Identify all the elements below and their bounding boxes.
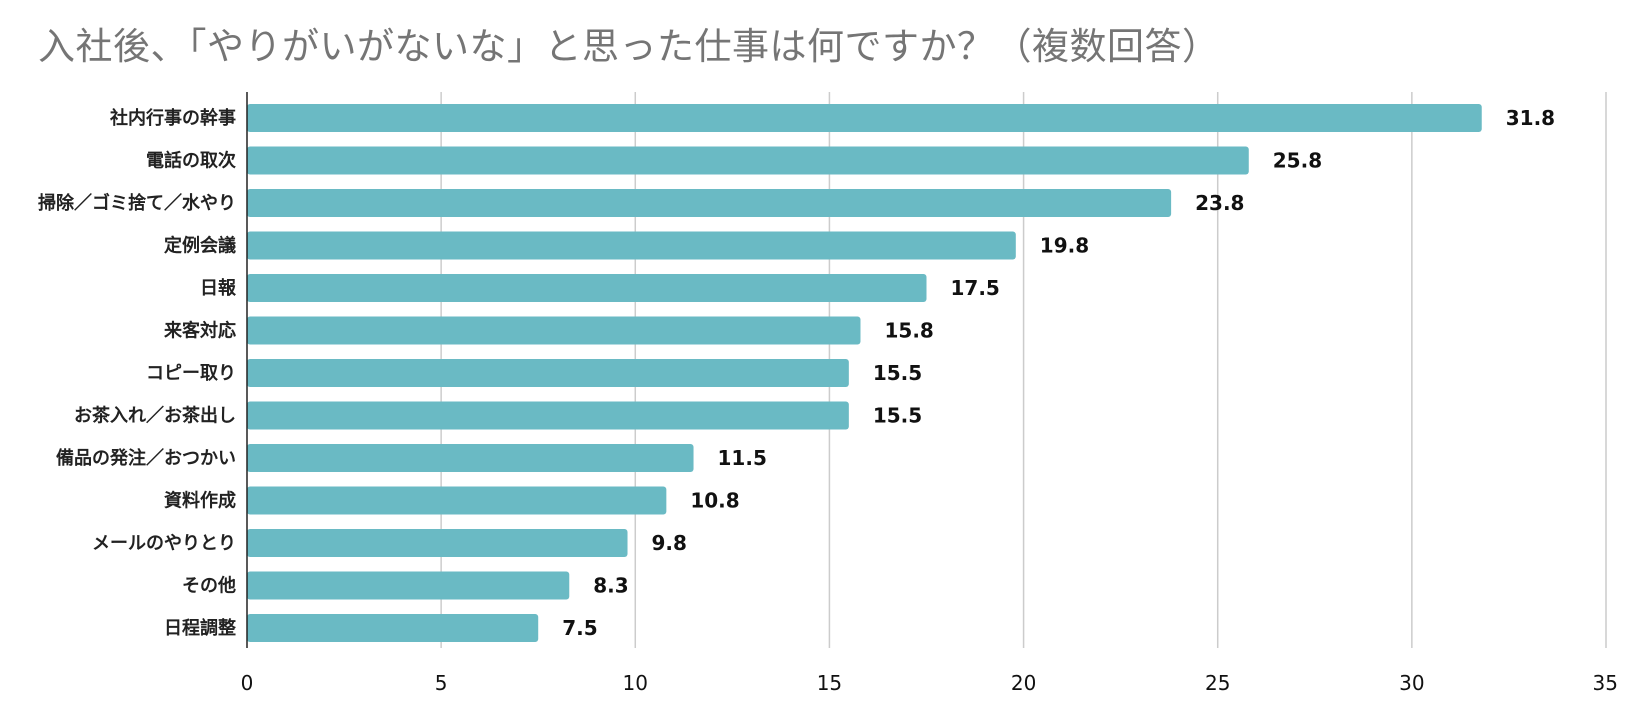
value-label-9: 10.8 (690, 489, 739, 513)
category-label-3: 定例会議 (164, 235, 236, 257)
bar-12 (247, 614, 539, 642)
bar-8 (247, 444, 694, 472)
x-tick-label-10: 10 (623, 671, 648, 695)
category-label-10: メールのやりとり (92, 533, 236, 554)
x-tick-label-5: 5 (435, 671, 448, 695)
bar-11 (247, 571, 570, 600)
bars (247, 104, 1482, 642)
x-tick-label-15: 15 (817, 671, 842, 695)
category-label-8: 備品の発注／おつかい (56, 447, 236, 469)
category-label-1: 電話の取次 (146, 150, 236, 172)
value-label-0: 31.8 (1506, 106, 1555, 130)
bar-0 (247, 104, 1482, 132)
value-label-5: 15.8 (884, 319, 933, 343)
bar-1 (247, 146, 1249, 175)
category-label-12: 日程調整 (164, 617, 236, 639)
value-label-3: 19.8 (1040, 234, 1089, 258)
x-tick-label-25: 25 (1205, 671, 1230, 695)
category-label-6: コピー取り (146, 363, 236, 384)
value-label-4: 17.5 (951, 276, 1000, 300)
value-label-11: 8.3 (593, 574, 628, 598)
value-label-6: 15.5 (873, 361, 922, 385)
bar-9 (247, 486, 667, 515)
bar-10 (247, 529, 628, 557)
x-tick-label-30: 30 (1399, 671, 1424, 695)
value-label-8: 11.5 (718, 446, 767, 470)
bar-3 (247, 231, 1016, 260)
category-label-2: 掃除／ゴミ捨て／水やり (38, 192, 236, 214)
category-label-0: 社内行事の幹事 (110, 107, 236, 129)
category-label-5: 来客対応 (163, 320, 236, 342)
value-label-10: 9.8 (652, 531, 687, 555)
bar-2 (247, 189, 1172, 217)
x-tick-label-35: 35 (1593, 671, 1618, 695)
x-tick-label-20: 20 (1011, 671, 1036, 695)
bar-6 (247, 359, 849, 387)
category-label-11: その他 (182, 575, 236, 597)
chart-title: 入社後、「やりがいがないな」と思った仕事は何ですか？（複数回答） (38, 25, 1220, 68)
bar-7 (247, 401, 849, 430)
value-label-7: 15.5 (873, 404, 922, 428)
labels: 0 5 10 15 20 25 30 35 社内行事の幹事 31.8 電話の取次 25.8 掃除／ゴミ捨… (38, 106, 1618, 695)
value-label-12: 7.5 (562, 616, 597, 640)
category-label-4: 日報 (200, 277, 237, 299)
bar-4 (247, 274, 927, 302)
value-label-2: 23.8 (1195, 191, 1244, 215)
category-label-9: 資料作成 (164, 490, 236, 512)
bar-5 (247, 316, 861, 345)
x-tick-label-0: 0 (241, 671, 254, 695)
category-label-7: お茶入れ／お茶出し (74, 405, 236, 427)
value-label-1: 25.8 (1273, 149, 1322, 173)
